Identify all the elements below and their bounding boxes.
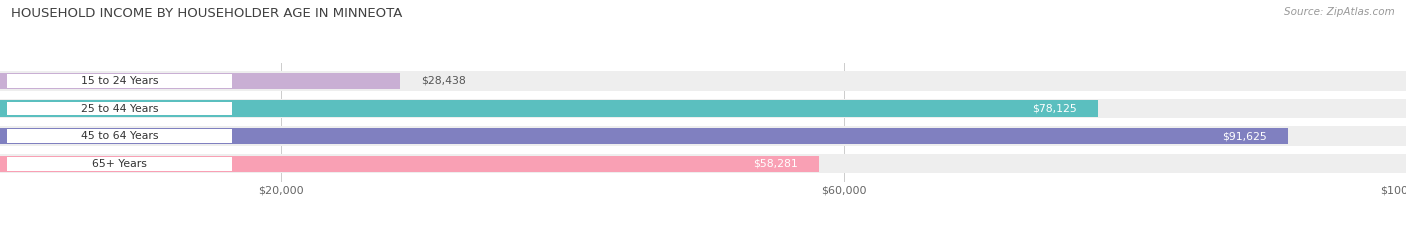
Bar [0, 156, 820, 172]
Bar [0, 127, 1406, 146]
Text: HOUSEHOLD INCOME BY HOUSEHOLDER AGE IN MINNEOTA: HOUSEHOLD INCOME BY HOUSEHOLDER AGE IN M… [11, 7, 402, 20]
Text: 65+ Years: 65+ Years [91, 159, 148, 169]
Bar [7, 129, 232, 143]
Text: $58,281: $58,281 [754, 159, 799, 169]
Text: $91,625: $91,625 [1222, 131, 1267, 141]
Bar [7, 74, 232, 88]
Bar [0, 154, 1406, 173]
Bar [0, 128, 1288, 144]
Text: 45 to 64 Years: 45 to 64 Years [80, 131, 159, 141]
Bar [0, 99, 1406, 118]
Bar [7, 102, 232, 115]
Bar [0, 71, 1406, 91]
Text: $28,438: $28,438 [420, 76, 465, 86]
Bar [7, 157, 232, 171]
Text: $78,125: $78,125 [1032, 103, 1077, 113]
Text: Source: ZipAtlas.com: Source: ZipAtlas.com [1284, 7, 1395, 17]
Bar [0, 100, 1098, 116]
Bar [0, 73, 399, 89]
Text: 25 to 44 Years: 25 to 44 Years [80, 103, 159, 113]
Text: 15 to 24 Years: 15 to 24 Years [80, 76, 159, 86]
